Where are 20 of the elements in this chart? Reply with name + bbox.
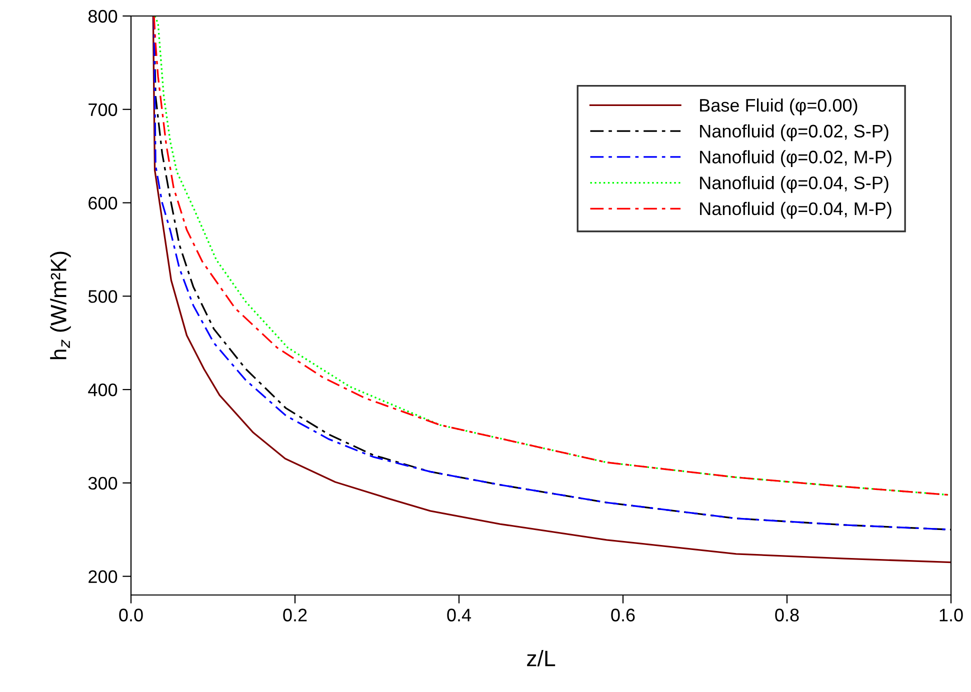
x-axis-title: z/L [527, 650, 556, 666]
y-tick-label: 700 [88, 103, 118, 116]
y-tick-label: 200 [88, 570, 118, 584]
legend-label: Base Fluid (φ=0.00) [700, 98, 858, 116]
y-tick-label: 500 [88, 290, 118, 303]
legend-label: Nanofluid (φ=0.04, M-P) [700, 202, 892, 219]
y-tick-label: 800 [88, 10, 118, 23]
y-tick-label: 300 [88, 476, 118, 490]
y-tick-label: 600 [88, 196, 118, 210]
y-axis-title: h$_{z}$ (W/m²K) [50, 252, 71, 360]
x-tick-label: 0.2 [283, 608, 307, 622]
y-tick-label: 400 [88, 383, 118, 396]
legend-label: Nanofluid (φ=0.04, S-P) [700, 176, 888, 193]
legend-label: Nanofluid (φ=0.02, S-P) [700, 124, 888, 142]
x-tick-label: 0.8 [775, 608, 799, 622]
x-tick-label: 0.4 [447, 608, 472, 622]
legend-label: Nanofluid (φ=0.02, M-P) [700, 150, 892, 168]
x-tick-label: 0.0 [119, 608, 143, 622]
x-tick-label: 0.6 [611, 608, 635, 622]
x-tick-label: 1.0 [940, 608, 963, 622]
